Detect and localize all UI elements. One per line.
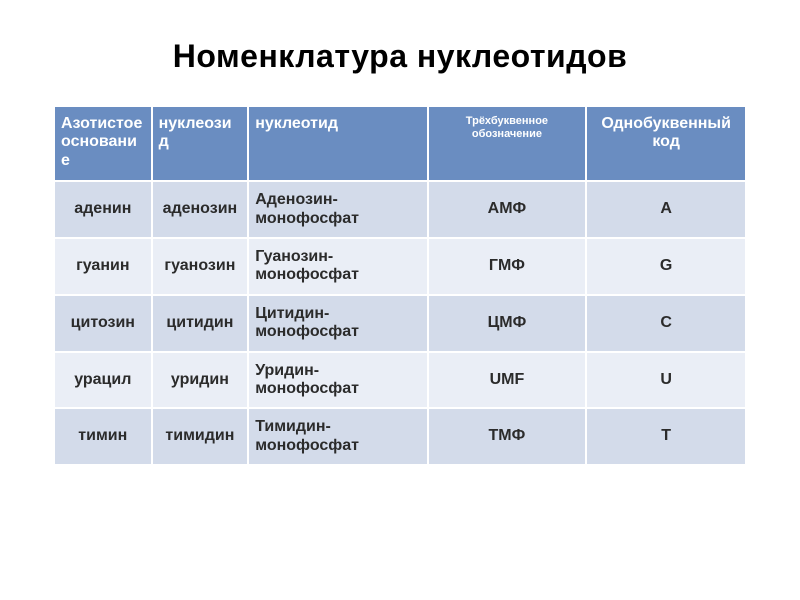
col-header-nucleotide: нуклеотид [248,107,427,181]
table-row: гуанин гуанозин Гуанозин-монофосфат ГМФ … [55,238,745,295]
cell-nucleoside: аденозин [152,181,249,238]
table-row: цитозин цитидин Цитидин-монофосфат ЦМФ C [55,295,745,352]
cell-code3: ТМФ [428,408,587,464]
cell-code3: ЦМФ [428,295,587,352]
cell-code3: ГМФ [428,238,587,295]
cell-base: цитозин [55,295,152,352]
cell-nucleotide: Уридин-монофосфат [248,352,427,409]
table-row: тимин тимидин Тимидин-монофосфат ТМФ T [55,408,745,464]
table-body: аденин аденозин Аденозин-монофосфат АМФ … [55,181,745,464]
cell-nucleotide: Цитидин-монофосфат [248,295,427,352]
cell-code1: C [586,295,745,352]
cell-base: тимин [55,408,152,464]
page-title: Номенклатура нуклеотидов [55,38,745,75]
col-header-code1: Однобуквенный код [586,107,745,181]
table-row: урацил уридин Уридин-монофосфат UMF U [55,352,745,409]
cell-base: урацил [55,352,152,409]
col-header-nucleoside: нуклеозид [152,107,249,181]
cell-code1: G [586,238,745,295]
slide: Номенклатура нуклеотидов Азотистое основ… [0,0,800,600]
cell-code1: A [586,181,745,238]
cell-nucleoside: тимидин [152,408,249,464]
table-head: Азотистое основание нуклеозид нуклеотид … [55,107,745,181]
cell-base: аденин [55,181,152,238]
col-header-base: Азотистое основание [55,107,152,181]
header-row: Азотистое основание нуклеозид нуклеотид … [55,107,745,181]
table-row: аденин аденозин Аденозин-монофосфат АМФ … [55,181,745,238]
cell-nucleotide: Аденозин-монофосфат [248,181,427,238]
cell-nucleoside: цитидин [152,295,249,352]
cell-base: гуанин [55,238,152,295]
cell-nucleoside: уридин [152,352,249,409]
cell-code3: АМФ [428,181,587,238]
col-header-code3: Трёхбуквенное обозначение [428,107,587,181]
cell-code1: U [586,352,745,409]
cell-nucleoside: гуанозин [152,238,249,295]
cell-code1: T [586,408,745,464]
cell-code3: UMF [428,352,587,409]
nucleotide-table: Азотистое основание нуклеозид нуклеотид … [55,107,745,464]
cell-nucleotide: Тимидин-монофосфат [248,408,427,464]
cell-nucleotide: Гуанозин-монофосфат [248,238,427,295]
